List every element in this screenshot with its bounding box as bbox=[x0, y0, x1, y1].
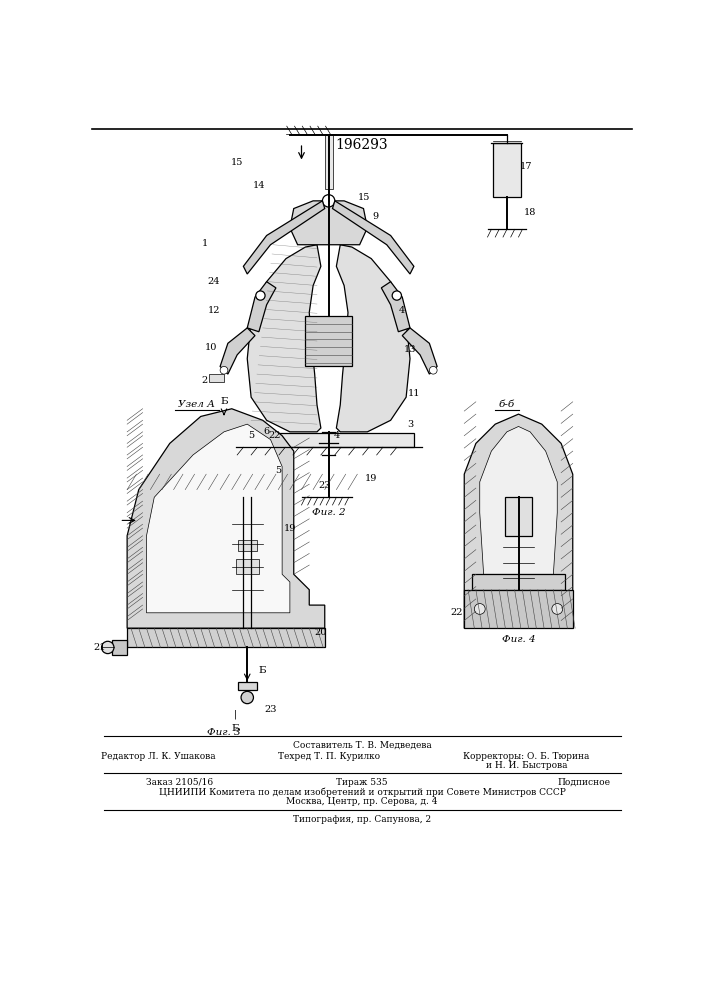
Text: 5: 5 bbox=[275, 466, 281, 475]
Text: Подписное: Подписное bbox=[558, 778, 611, 787]
Text: 11: 11 bbox=[408, 389, 420, 398]
Circle shape bbox=[474, 604, 485, 614]
Text: Москва, Центр, пр. Серова, д. 4: Москва, Центр, пр. Серова, д. 4 bbox=[286, 797, 438, 806]
Polygon shape bbox=[402, 328, 437, 374]
Text: и Н. И. Быстрова: и Н. И. Быстрова bbox=[486, 761, 567, 770]
Polygon shape bbox=[112, 640, 127, 655]
FancyBboxPatch shape bbox=[238, 540, 257, 551]
Text: Узел А: Узел А bbox=[178, 400, 216, 409]
Polygon shape bbox=[305, 316, 352, 366]
Polygon shape bbox=[247, 282, 276, 332]
Text: Тираж 535: Тираж 535 bbox=[336, 778, 387, 787]
Text: Б: Б bbox=[232, 724, 240, 733]
Text: Заказ 2105/16: Заказ 2105/16 bbox=[146, 778, 214, 787]
Text: Фиг. 2: Фиг. 2 bbox=[312, 508, 346, 517]
Circle shape bbox=[392, 291, 402, 300]
Circle shape bbox=[241, 691, 253, 704]
Text: б-б: б-б bbox=[498, 400, 515, 409]
Text: 17: 17 bbox=[520, 162, 532, 171]
Text: 4: 4 bbox=[333, 431, 339, 440]
Text: Фиг. 3: Фиг. 3 bbox=[207, 728, 241, 737]
Text: 3: 3 bbox=[407, 420, 413, 429]
Text: 21: 21 bbox=[94, 643, 106, 652]
Polygon shape bbox=[337, 245, 410, 432]
FancyBboxPatch shape bbox=[209, 374, 224, 382]
Polygon shape bbox=[472, 574, 565, 590]
FancyBboxPatch shape bbox=[325, 135, 332, 189]
Text: Б: Б bbox=[220, 397, 228, 406]
Text: 18: 18 bbox=[524, 208, 537, 217]
FancyBboxPatch shape bbox=[505, 497, 532, 536]
Text: 23: 23 bbox=[264, 705, 276, 714]
Circle shape bbox=[220, 366, 228, 374]
Polygon shape bbox=[127, 409, 325, 628]
Text: 24: 24 bbox=[208, 277, 220, 286]
Text: 15: 15 bbox=[357, 192, 370, 202]
Text: ЦНИИПИ Комитета по делам изобретений и открытий при Совете Министров СССР: ЦНИИПИ Комитета по делам изобретений и о… bbox=[158, 787, 566, 797]
Text: Корректоры: О. Б. Тюрина: Корректоры: О. Б. Тюрина bbox=[463, 752, 590, 761]
Text: Фиг. 4: Фиг. 4 bbox=[502, 635, 535, 644]
FancyBboxPatch shape bbox=[243, 433, 414, 447]
Circle shape bbox=[429, 366, 437, 374]
FancyBboxPatch shape bbox=[238, 682, 257, 690]
Polygon shape bbox=[464, 590, 573, 628]
Text: 23: 23 bbox=[318, 481, 331, 490]
Text: Техред Т. П. Курилко: Техред Т. П. Курилко bbox=[278, 752, 380, 761]
Text: Составитель Т. В. Медведева: Составитель Т. В. Медведева bbox=[293, 741, 431, 750]
Polygon shape bbox=[332, 201, 414, 274]
Text: 19: 19 bbox=[365, 474, 378, 483]
Polygon shape bbox=[290, 201, 368, 245]
Text: Типография, пр. Сапунова, 2: Типография, пр. Сапунова, 2 bbox=[293, 815, 431, 824]
Polygon shape bbox=[480, 426, 557, 574]
Polygon shape bbox=[127, 628, 325, 647]
Text: 20: 20 bbox=[315, 628, 327, 637]
Text: 2: 2 bbox=[201, 376, 208, 385]
FancyBboxPatch shape bbox=[235, 559, 259, 574]
Text: 22: 22 bbox=[450, 608, 463, 617]
Text: Б: Б bbox=[259, 666, 267, 675]
Circle shape bbox=[322, 195, 335, 207]
Text: 10: 10 bbox=[204, 343, 217, 352]
Polygon shape bbox=[146, 424, 290, 613]
FancyBboxPatch shape bbox=[493, 143, 521, 197]
Text: 19: 19 bbox=[284, 524, 296, 533]
Circle shape bbox=[256, 291, 265, 300]
Circle shape bbox=[552, 604, 563, 614]
Text: 5: 5 bbox=[248, 431, 255, 440]
Text: |: | bbox=[234, 710, 238, 719]
Circle shape bbox=[102, 641, 114, 654]
Text: 6: 6 bbox=[264, 427, 269, 436]
Text: 14: 14 bbox=[252, 181, 265, 190]
Text: 9: 9 bbox=[372, 212, 378, 221]
Text: 22: 22 bbox=[268, 431, 281, 440]
Polygon shape bbox=[464, 414, 573, 628]
Polygon shape bbox=[243, 201, 325, 274]
Text: 12: 12 bbox=[208, 306, 220, 315]
Text: Редактор Л. К. Ушакова: Редактор Л. К. Ушакова bbox=[101, 752, 216, 761]
Text: 4: 4 bbox=[399, 306, 405, 315]
Text: 1: 1 bbox=[201, 239, 208, 248]
Polygon shape bbox=[247, 245, 321, 432]
Text: 13: 13 bbox=[404, 345, 416, 354]
Polygon shape bbox=[381, 282, 410, 332]
Text: 15: 15 bbox=[231, 158, 243, 167]
Polygon shape bbox=[220, 328, 255, 374]
Text: 196293: 196293 bbox=[336, 138, 388, 152]
